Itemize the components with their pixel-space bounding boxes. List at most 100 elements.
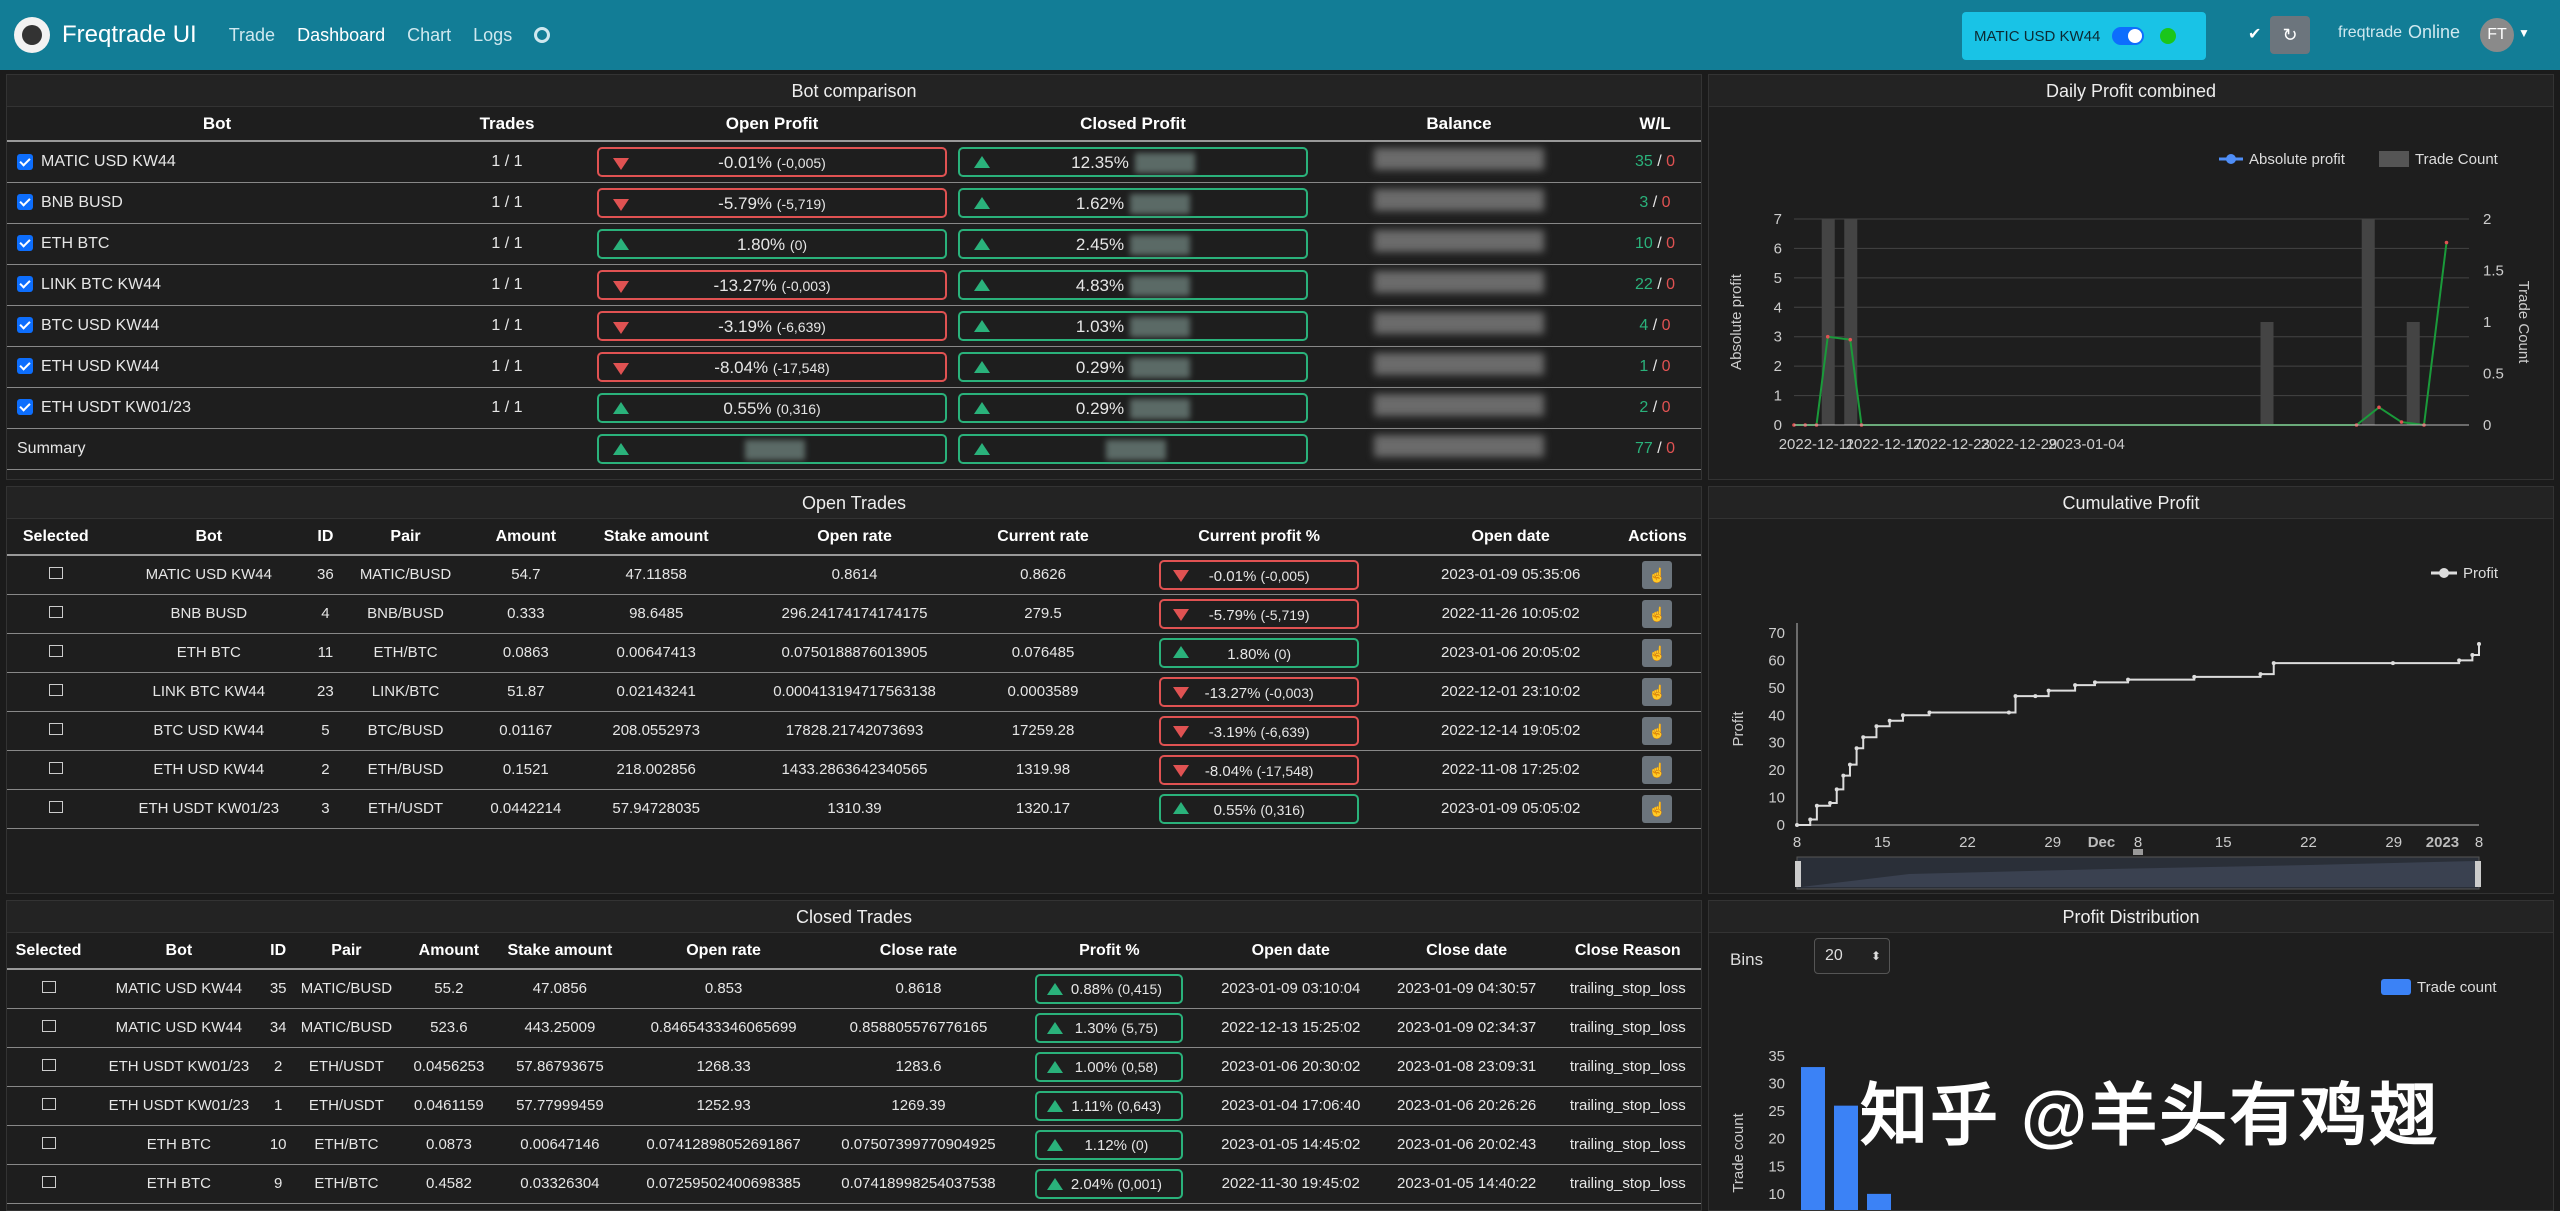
table-row[interactable]: ETH USD KW44 2 ETH/BUSD 0.1521 218.002856 143…	[7, 750, 1701, 790]
table-row[interactable]: ETH USD KW44 1 / 1 -8.04% (-17,548) 0.29% 1 …	[7, 346, 1701, 388]
table-row[interactable]: ETH BTC 10 ETH/BTC 0.0873 0.00647146 0.074128…	[7, 1125, 1701, 1165]
profit-point[interactable]	[1887, 718, 1892, 723]
bot-cell[interactable]: BNB BUSD	[7, 182, 427, 224]
select-icon[interactable]	[48, 645, 63, 657]
trade-count-bar[interactable]	[1844, 219, 1858, 425]
table-row[interactable]: MATIC USD KW44 35 MATIC/BUSD 55.2 47.0856 0.8…	[7, 969, 1701, 1009]
select-icon[interactable]	[41, 1020, 56, 1032]
legend-trade-count[interactable]: Trade count	[2381, 979, 2497, 996]
chevron-down-icon[interactable]: ▼	[2518, 26, 2530, 40]
select-icon[interactable]	[41, 981, 56, 994]
bot-selector[interactable]: MATIC USD KW44	[1962, 12, 2206, 60]
bot-checkbox[interactable]	[17, 194, 33, 211]
daily-profit-chart[interactable]: Absolute profit Trade Count 0 1 2 3 4 5 6 7 0 0.5 1 1…	[1709, 107, 2555, 479]
distribution-bar[interactable]	[1834, 1105, 1858, 1211]
select-icon[interactable]	[48, 684, 63, 696]
actions-button[interactable]: ☝	[1642, 560, 1673, 589]
table-row[interactable]: LINK BTC KW44 1 / 1 -13.27% (-0,003) 4.83% 2…	[7, 264, 1701, 306]
select-cell[interactable]	[7, 711, 105, 751]
cumulative-profit-chart[interactable]: Profit 0 10 20 30 40 50 60 70 Profit 8 15 22 29 Dec 8 15…	[1709, 519, 2555, 893]
profit-point[interactable]	[1841, 773, 1846, 778]
bot-checkbox[interactable]	[17, 399, 33, 416]
avatar[interactable]: FT	[2480, 18, 2514, 52]
table-row[interactable]: ETH BTC 11 ETH/BTC 0.0863 0.00647413 0.075018…	[7, 633, 1701, 673]
profit-point[interactable]	[2258, 672, 2263, 677]
actions-button[interactable]: ☝	[1642, 755, 1673, 784]
select-icon[interactable]	[48, 606, 63, 618]
select-icon[interactable]	[41, 1059, 56, 1071]
bot-checkbox[interactable]	[17, 317, 33, 334]
select-cell[interactable]	[7, 789, 105, 829]
profit-point[interactable]	[1795, 823, 1799, 827]
legend-absolute-profit[interactable]: Absolute profit	[2219, 151, 2346, 168]
bot-cell[interactable]: MATIC USD KW44	[7, 141, 427, 183]
trade-count-bar[interactable]	[2260, 322, 2274, 425]
distribution-bar[interactable]	[1801, 1067, 1825, 1211]
table-row[interactable]: BNB BUSD 1 / 1 -5.79% (-5,719) 1.62% 3 / 0	[7, 182, 1701, 224]
select-icon[interactable]	[48, 723, 63, 735]
select-cell[interactable]	[7, 1047, 91, 1087]
bins-input[interactable]: 20 ⬍	[1814, 938, 1890, 974]
bot-cell[interactable]: BTC USD KW44	[7, 305, 427, 347]
bot-checkbox[interactable]	[17, 235, 33, 252]
bot-cell[interactable]: ETH BTC	[7, 223, 427, 265]
bot-checkbox[interactable]	[17, 153, 33, 170]
trade-count-bar[interactable]	[2406, 322, 2420, 425]
actions-button[interactable]: ☝	[1642, 599, 1673, 628]
bot-toggle-switch[interactable]	[2112, 27, 2145, 45]
table-row[interactable]: MATIC USD KW44 1 / 1 -0.01% (-0,005) 12.35%…	[7, 141, 1701, 183]
profit-point[interactable]	[2399, 420, 2404, 424]
profit-point[interactable]	[2006, 710, 2011, 715]
select-icon[interactable]	[48, 762, 63, 774]
bot-checkbox[interactable]	[17, 358, 33, 375]
select-cell[interactable]	[7, 750, 105, 790]
bot-checkbox[interactable]	[17, 276, 33, 293]
nav-chart[interactable]: Chart	[407, 24, 452, 45]
legend-profit[interactable]: Profit	[2431, 565, 2499, 582]
select-icon[interactable]	[41, 1137, 56, 1149]
profit-point[interactable]	[1927, 710, 1932, 715]
profit-point[interactable]	[1848, 337, 1853, 342]
nav-trade[interactable]: Trade	[228, 24, 276, 45]
profit-line[interactable]	[1797, 643, 2480, 826]
table-row[interactable]: ETH USDT KW01/23 3 ETH/USDT 0.0442214 57.947…	[7, 789, 1701, 829]
profit-point[interactable]	[1808, 817, 1813, 822]
profit-point[interactable]	[2377, 405, 2381, 410]
select-icon[interactable]	[48, 801, 63, 813]
profit-point[interactable]	[1814, 803, 1819, 808]
table-row[interactable]: ETH BTC 1 / 1 1.80% (0) 2.45% 10 / 0	[7, 223, 1701, 265]
profit-point[interactable]	[1874, 724, 1879, 729]
theme-toggle-icon[interactable]	[534, 27, 551, 43]
profit-point[interactable]	[2073, 683, 2078, 688]
trade-count-bar[interactable]	[2361, 219, 2375, 425]
profit-point[interactable]	[1828, 801, 1833, 806]
profit-point[interactable]	[2444, 240, 2449, 245]
nav-dashboard[interactable]: Dashboard	[297, 24, 386, 45]
bot-cell[interactable]: ETH USDT KW01/23	[7, 387, 427, 429]
actions-button[interactable]: ☝	[1642, 794, 1673, 823]
select-cell[interactable]	[7, 969, 91, 1009]
zoom-handle-left[interactable]	[1795, 861, 1801, 887]
actions-button[interactable]: ☝	[1642, 716, 1673, 745]
table-row[interactable]: BNB BUSD 4 BNB/BUSD 0.333 98.6485 296.2417417…	[7, 594, 1701, 634]
brand[interactable]: Freqtrade UI	[14, 17, 197, 53]
profit-point[interactable]	[2390, 661, 2395, 666]
bot-cell[interactable]: LINK BTC KW44	[7, 264, 427, 306]
select-icon[interactable]	[41, 1098, 56, 1110]
actions-button[interactable]: ☝	[1642, 677, 1673, 706]
table-row[interactable]: ETH USDT KW01/23 1 / 1 0.55% (0,316) 0.29% 2…	[7, 387, 1701, 429]
select-cell[interactable]	[7, 1164, 91, 1204]
select-icon[interactable]	[48, 567, 63, 580]
select-cell[interactable]	[7, 633, 105, 673]
profit-distribution-chart[interactable]: Trade count5101520253035Trade count	[1709, 933, 2554, 1211]
profit-point[interactable]	[1854, 746, 1859, 751]
select-cell[interactable]	[7, 555, 105, 595]
check-icon[interactable]: ✔	[2248, 26, 2262, 43]
trade-count-bar[interactable]	[1821, 219, 1835, 425]
profit-point[interactable]	[2470, 652, 2475, 657]
select-cell[interactable]	[7, 1125, 91, 1165]
profit-point[interactable]	[1847, 762, 1852, 767]
profit-point[interactable]	[2192, 674, 2197, 679]
table-row[interactable]: BTC USD KW44 5 BTC/BUSD 0.01167 208.0552973 1…	[7, 711, 1701, 751]
legend-trade-count[interactable]: Trade Count	[2379, 151, 2499, 168]
